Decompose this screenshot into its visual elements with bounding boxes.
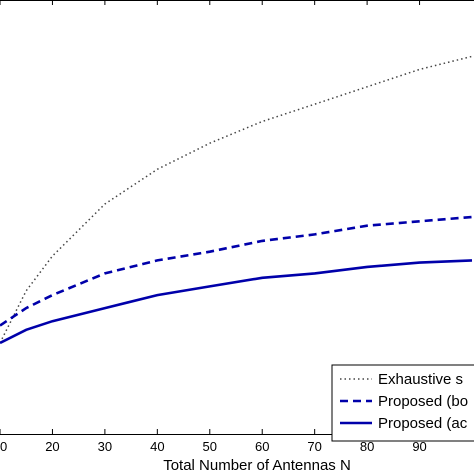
x-tick-label-80: 80 xyxy=(360,439,374,454)
x-tick-label-90: 90 xyxy=(412,439,426,454)
x-tick-label-50: 50 xyxy=(203,439,217,454)
x-axis-label: Total Number of Antennas N xyxy=(163,457,351,474)
series-line-1 xyxy=(0,55,473,344)
x-tick-label-30: 30 xyxy=(98,439,112,454)
series-line-3 xyxy=(0,259,473,345)
x-axis-ticks: 10 20 30 40 50 60 70 80 90 xyxy=(0,0,427,454)
x-tick-label-10: 10 xyxy=(0,439,7,454)
series-lines xyxy=(0,55,473,345)
series-line-2 xyxy=(0,215,473,327)
legend: Exhaustive s Proposed (bo Proposed (ac xyxy=(331,364,474,442)
legend-label-2: Proposed (bo xyxy=(378,393,468,410)
x-tick-label-40: 40 xyxy=(150,439,164,454)
legend-label-1: Exhaustive s xyxy=(378,371,463,388)
legend-label-3: Proposed (ac xyxy=(378,415,468,432)
x-tick-label-70: 70 xyxy=(307,439,321,454)
x-tick-label-60: 60 xyxy=(255,439,269,454)
legend-box xyxy=(331,364,474,442)
x-tick-label-20: 20 xyxy=(45,439,59,454)
